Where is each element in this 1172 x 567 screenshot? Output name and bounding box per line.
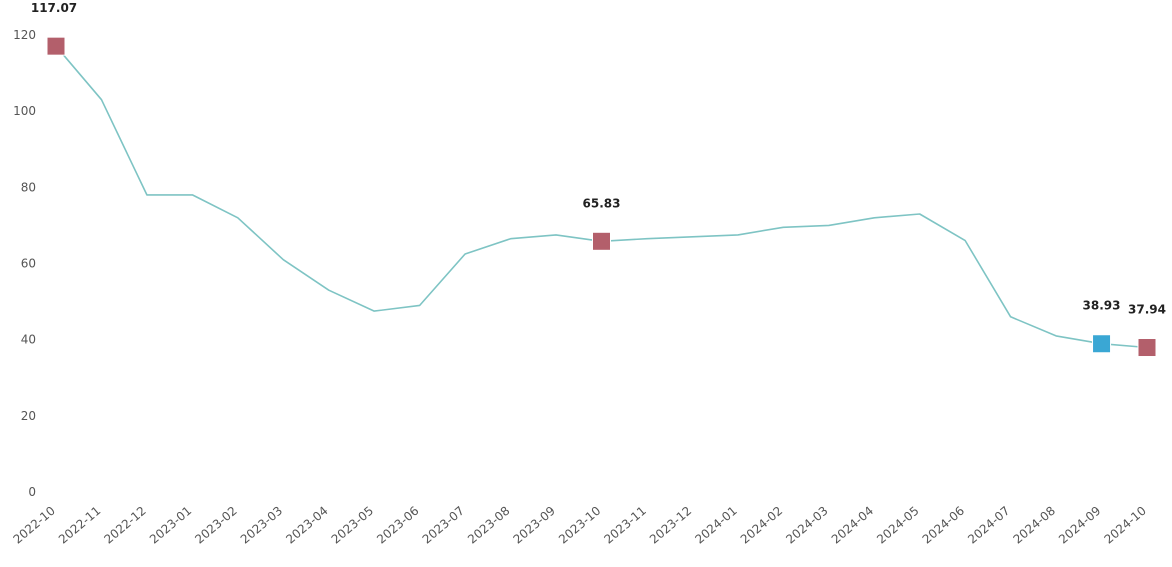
x-tick-label: 2022-11 (56, 504, 103, 547)
y-tick-label: 80 (21, 180, 36, 194)
y-tick-label: 40 (21, 333, 36, 347)
x-tick-label: 2023-07 (420, 504, 467, 547)
data-point-marker (592, 231, 611, 251)
data-point-marker (46, 36, 66, 56)
x-tick-label: 2024-03 (783, 504, 830, 547)
x-tick-label: 2023-09 (511, 504, 558, 547)
x-tick-label: 2023-03 (238, 504, 285, 547)
x-axis: 2022-102022-112022-122023-012023-022023-… (11, 504, 1149, 547)
x-tick-label: 2023-10 (556, 504, 603, 547)
x-tick-label: 2024-08 (1011, 504, 1058, 547)
x-tick-label: 2023-01 (147, 504, 194, 547)
x-tick-label: 2023-05 (329, 504, 376, 547)
y-tick-label: 0 (28, 485, 36, 499)
x-tick-label: 2022-12 (101, 504, 148, 547)
data-label: 65.83 (583, 196, 621, 210)
x-tick-label: 2023-06 (374, 504, 421, 547)
x-tick-label: 2023-02 (192, 504, 239, 547)
y-tick-label: 20 (21, 409, 36, 423)
data-label: 38.93 (1083, 299, 1121, 313)
y-tick-label: 120 (13, 28, 36, 42)
y-axis: 0 20 40 60 80 100 120 (13, 28, 36, 499)
x-tick-label: 2024-10 (1102, 504, 1149, 547)
x-tick-label: 2023-04 (283, 504, 330, 547)
y-tick-label: 60 (21, 257, 36, 271)
x-tick-label: 2024-04 (829, 504, 876, 547)
x-tick-label: 2023-11 (601, 504, 648, 547)
markers-group (46, 36, 1157, 358)
x-tick-label: 2024-05 (874, 504, 921, 547)
data-label: 37.94 (1128, 303, 1166, 317)
data-point-marker (1092, 334, 1112, 354)
x-tick-label: 2024-02 (738, 504, 785, 547)
data-point-marker (1137, 338, 1157, 358)
x-tick-label: 2024-07 (965, 504, 1012, 547)
data-labels-group: 117.07 65.83 38.93 37.94 (31, 1, 1166, 316)
y-tick-label: 100 (13, 104, 36, 118)
data-label: 117.07 (31, 1, 77, 15)
x-tick-label: 2023-08 (465, 504, 512, 547)
x-tick-label: 2024-06 (920, 504, 967, 547)
x-tick-label: 2023-12 (647, 504, 694, 547)
x-tick-label: 2022-10 (11, 504, 58, 547)
x-tick-label: 2024-01 (692, 504, 739, 547)
x-tick-label: 2024-09 (1056, 504, 1103, 547)
